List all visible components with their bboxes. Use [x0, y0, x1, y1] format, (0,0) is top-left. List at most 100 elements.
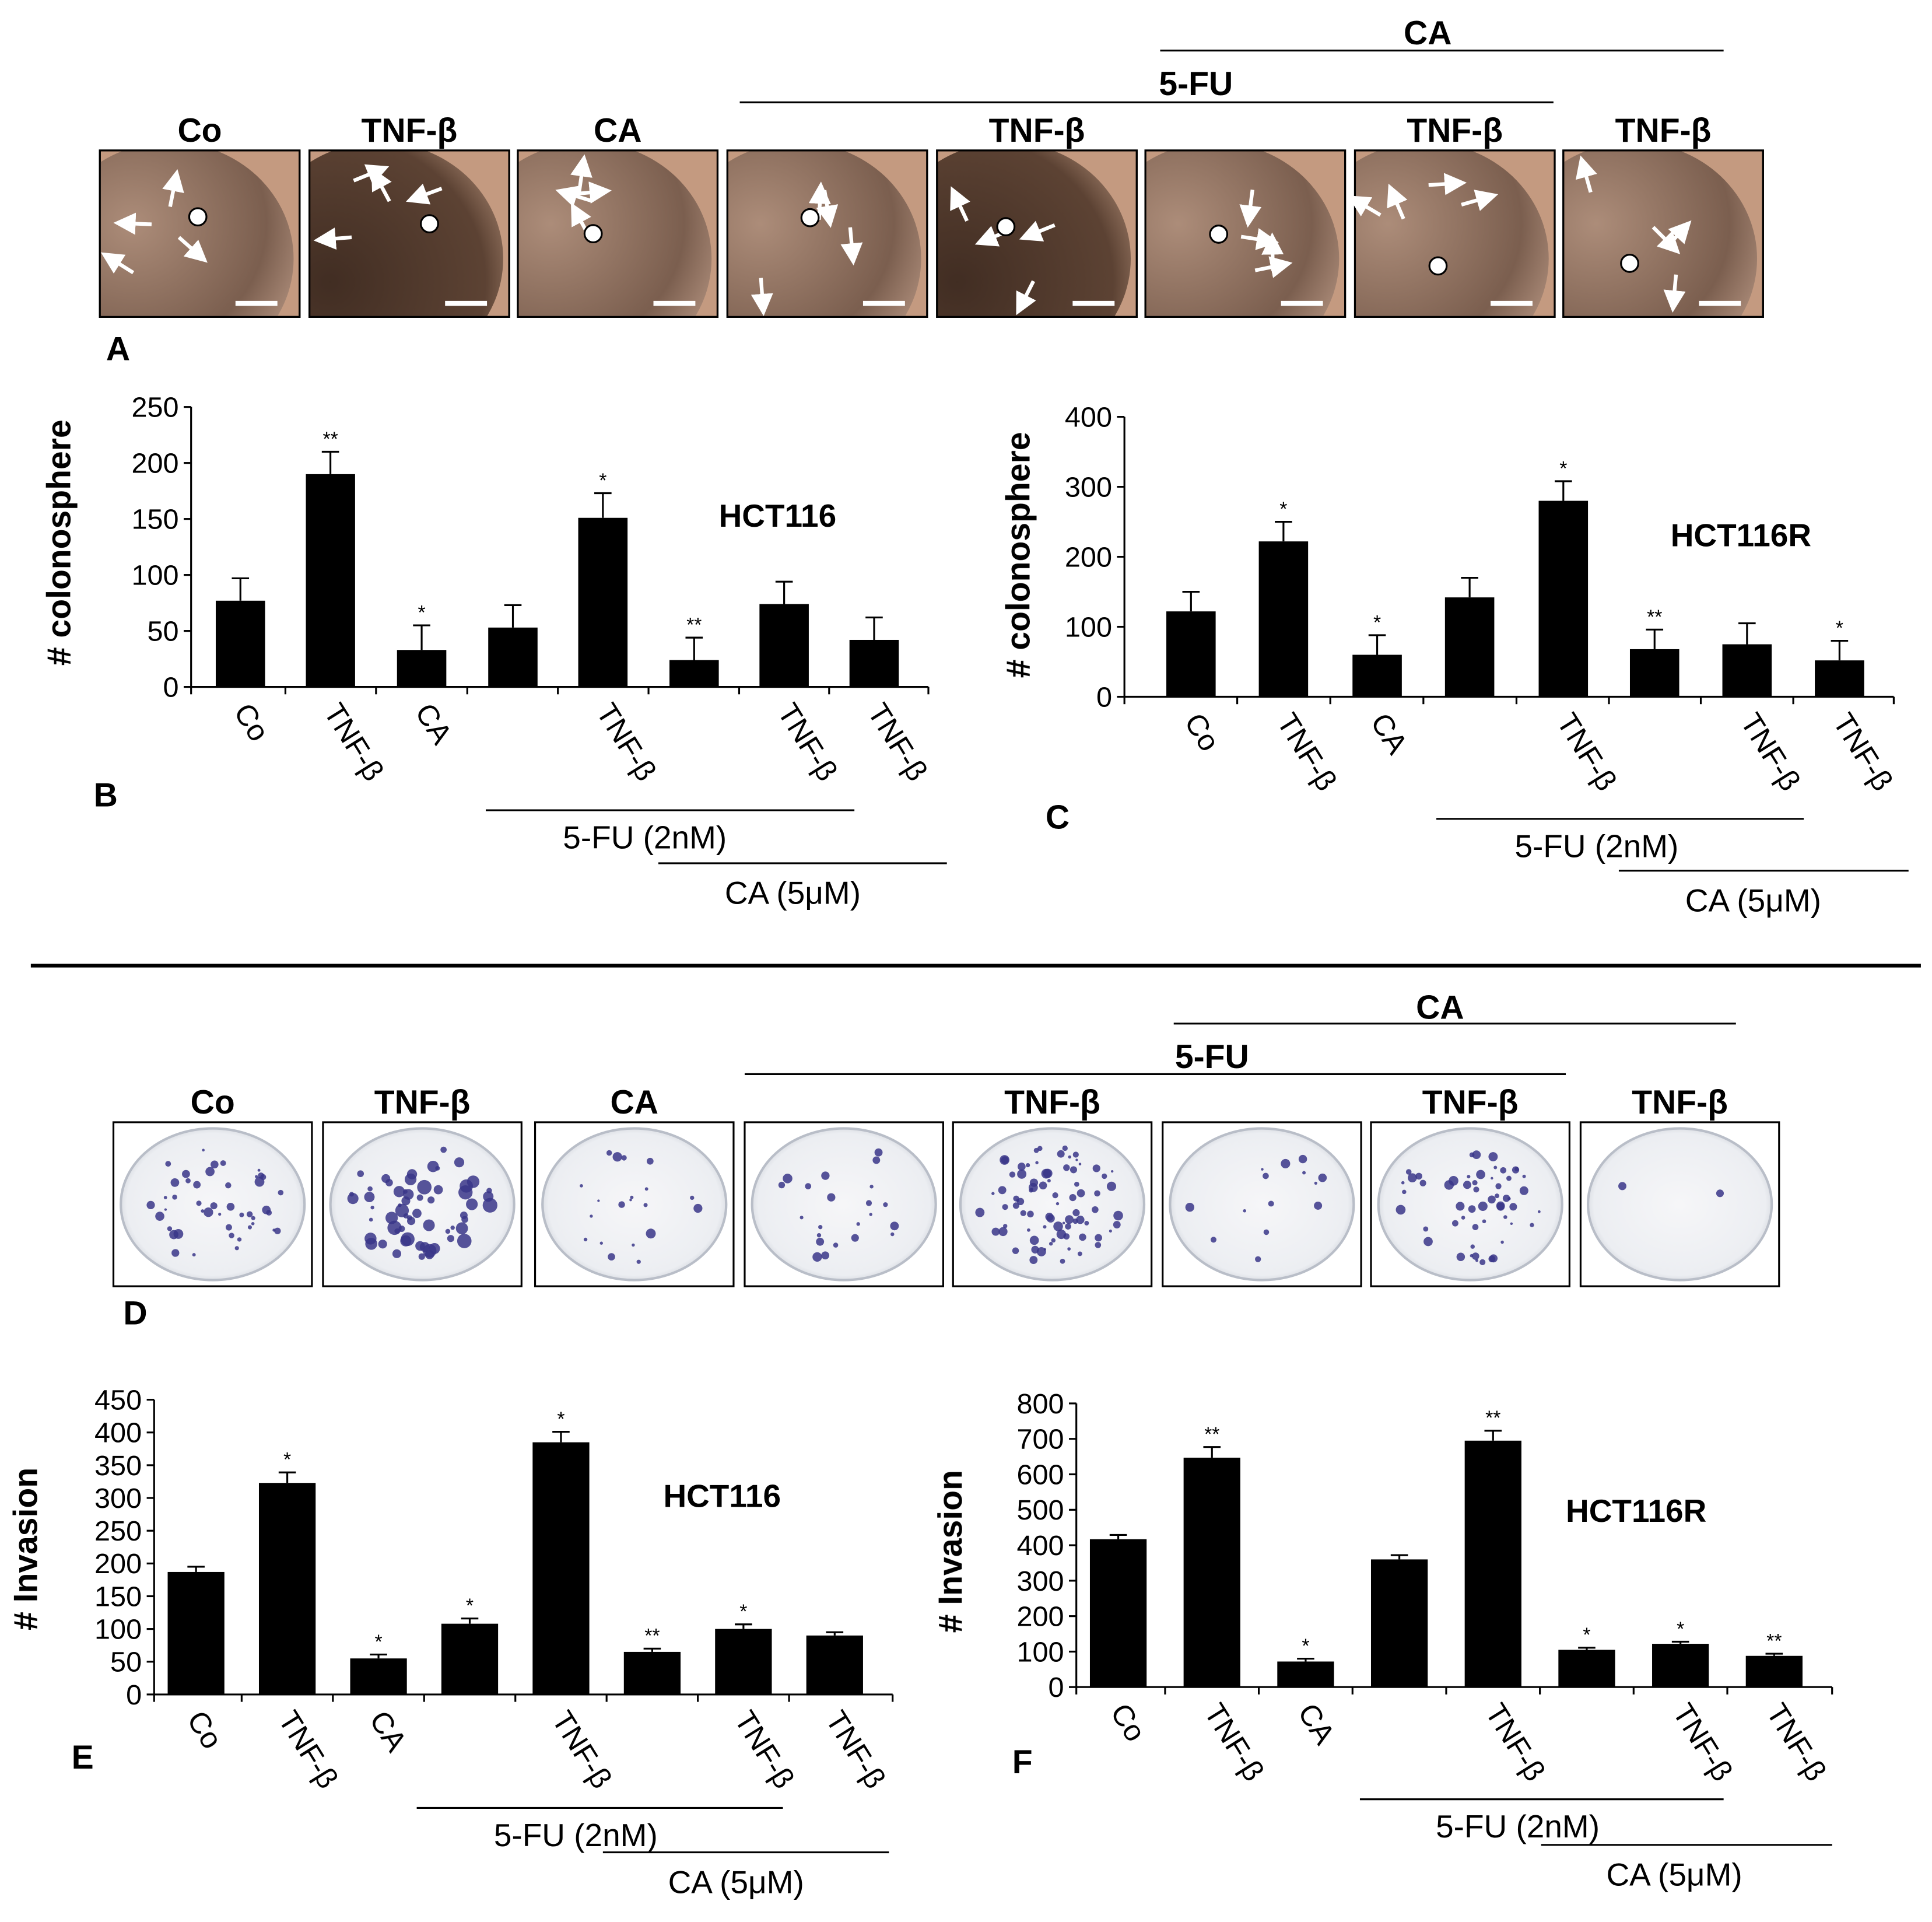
y-tick-label: 800 — [1016, 1388, 1064, 1420]
photo-a-1 — [99, 149, 301, 318]
bar-6 — [669, 660, 719, 687]
y-tick-label: 400 — [1065, 402, 1112, 433]
significance-2: ** — [322, 428, 338, 450]
bar-3 — [1352, 654, 1402, 697]
photo-a-7 — [1347, 149, 1556, 318]
bar-7 — [715, 1629, 772, 1695]
significance-8: * — [1836, 617, 1843, 639]
photo-d-label-1: Co — [191, 1084, 235, 1121]
y-axis-label: # Invasion — [932, 1470, 969, 1633]
chart-c: 0 100 200 300 400 Co * TNF-β * CA * TNF-β ** TNF-β * TN… — [1000, 402, 1909, 918]
x-category-7: TNF-β — [728, 1705, 801, 1794]
photo-d-2 — [322, 1121, 523, 1287]
y-tick-label: 0 — [126, 1679, 142, 1711]
x-category-7: TNF-β — [1667, 1697, 1740, 1787]
ca-group-label-a: CA — [1404, 15, 1451, 52]
y-tick-label: 600 — [1016, 1459, 1064, 1490]
x-category-1: Co — [1104, 1697, 1152, 1747]
photo-a-label-1: Co — [177, 112, 222, 149]
chart-f: 0100200300400500600700800Co**TNF-β*CA**T… — [932, 1388, 1833, 1893]
y-tick-label: 400 — [94, 1417, 142, 1449]
panel-label-e: E — [72, 1739, 94, 1776]
significance-2: * — [283, 1449, 291, 1471]
y-axis-label: # colonosphere — [1000, 432, 1037, 678]
significance-5: ** — [1485, 1407, 1500, 1429]
photo-a-8 — [1562, 149, 1764, 318]
x-category-1: Co — [1178, 707, 1226, 757]
y-tick-label: 100 — [1016, 1636, 1064, 1668]
photo-a-label-3: CA — [594, 112, 641, 149]
fu-group-label-d: 5-FU — [1175, 1038, 1249, 1076]
panel-label-d: D — [123, 1295, 147, 1332]
bar-4 — [488, 627, 538, 687]
photo-d-1 — [112, 1121, 313, 1287]
fu-underline-label: 5-FU (2nM) — [1514, 828, 1678, 864]
bar-1 — [215, 600, 265, 687]
y-tick-label: 200 — [131, 448, 178, 479]
panel-label-f: F — [1012, 1744, 1033, 1781]
y-tick-label: 200 — [94, 1548, 142, 1580]
photo-a-5 — [936, 149, 1138, 318]
y-tick-label: 250 — [94, 1515, 142, 1547]
bar-7 — [1722, 644, 1772, 697]
bar-7 — [1652, 1644, 1709, 1688]
photo-a-label-5: TNF-β — [989, 112, 1085, 149]
y-tick-label: 450 — [94, 1385, 142, 1416]
photo-a-3 — [517, 149, 719, 318]
x-category-5: TNF-β — [1551, 707, 1624, 796]
y-tick-label: 100 — [1065, 611, 1112, 643]
y-axis-label: # Invasion — [7, 1468, 44, 1630]
bar-8 — [1745, 1655, 1803, 1688]
bar-1 — [167, 1571, 225, 1695]
bar-6 — [623, 1651, 681, 1695]
bar-8 — [806, 1635, 863, 1695]
bar-6 — [1558, 1650, 1615, 1688]
fu-underline-label: 5-FU (2nM) — [494, 1817, 658, 1853]
x-category-2: TNF-β — [1271, 707, 1344, 796]
y-tick-label: 300 — [1016, 1566, 1064, 1597]
bar-5 — [532, 1442, 590, 1695]
significance-2: ** — [1204, 1423, 1219, 1445]
photo-d-4 — [744, 1121, 944, 1287]
fu-underline-label: 5-FU (2nM) — [1436, 1808, 1600, 1844]
ca-underline-label: CA (5μM) — [1685, 882, 1821, 918]
y-axis-label: # colonosphere — [41, 419, 78, 666]
photo-d-label-8: TNF-β — [1632, 1084, 1728, 1121]
significance-5: * — [599, 470, 606, 492]
bar-5 — [1538, 500, 1589, 697]
photo-d-label-5: TNF-β — [1004, 1084, 1100, 1121]
significance-8: ** — [1766, 1630, 1782, 1653]
chart-b: 0 50 100 150 200 250 Co ** TNF-β * CA * TNF-β ** TNF-β… — [41, 392, 947, 911]
photo-a-label-2: TNF-β — [362, 112, 458, 149]
ca-underline-label: CA (5μM) — [668, 1864, 804, 1900]
bar-2 — [1258, 541, 1309, 697]
bar-8 — [1815, 660, 1864, 697]
x-category-1: Co — [181, 1705, 229, 1755]
photo-d-label-2: TNF-β — [374, 1084, 471, 1121]
bar-6 — [1629, 649, 1679, 697]
y-tick-label: 50 — [110, 1647, 142, 1678]
y-tick-label: 700 — [1016, 1424, 1064, 1455]
y-tick-label: 300 — [94, 1483, 142, 1514]
y-tick-label: 0 — [1049, 1672, 1064, 1703]
y-tick-label: 400 — [1016, 1530, 1064, 1562]
photo-d-5 — [952, 1121, 1153, 1287]
y-tick-label: 200 — [1016, 1601, 1064, 1633]
panel-label-b: B — [94, 777, 118, 814]
significance-2: * — [1279, 498, 1287, 520]
significance-5: * — [557, 1408, 564, 1430]
significance-7: * — [1677, 1618, 1684, 1640]
y-tick-label: 100 — [131, 560, 178, 591]
ca-underline-label: CA (5μM) — [1606, 1857, 1742, 1893]
photo-d-7 — [1370, 1121, 1570, 1287]
photo-a-label-7: TNF-β — [1407, 112, 1503, 149]
x-category-5: TNF-β — [546, 1705, 619, 1794]
cell-line-label: HCT116 — [663, 1478, 781, 1514]
x-category-5: TNF-β — [1479, 1697, 1552, 1787]
x-category-3: CA — [1365, 707, 1415, 759]
y-tick-label: 150 — [131, 504, 178, 535]
bar-1 — [1166, 611, 1216, 697]
bar-8 — [849, 639, 899, 687]
significance-6: ** — [1647, 606, 1662, 628]
